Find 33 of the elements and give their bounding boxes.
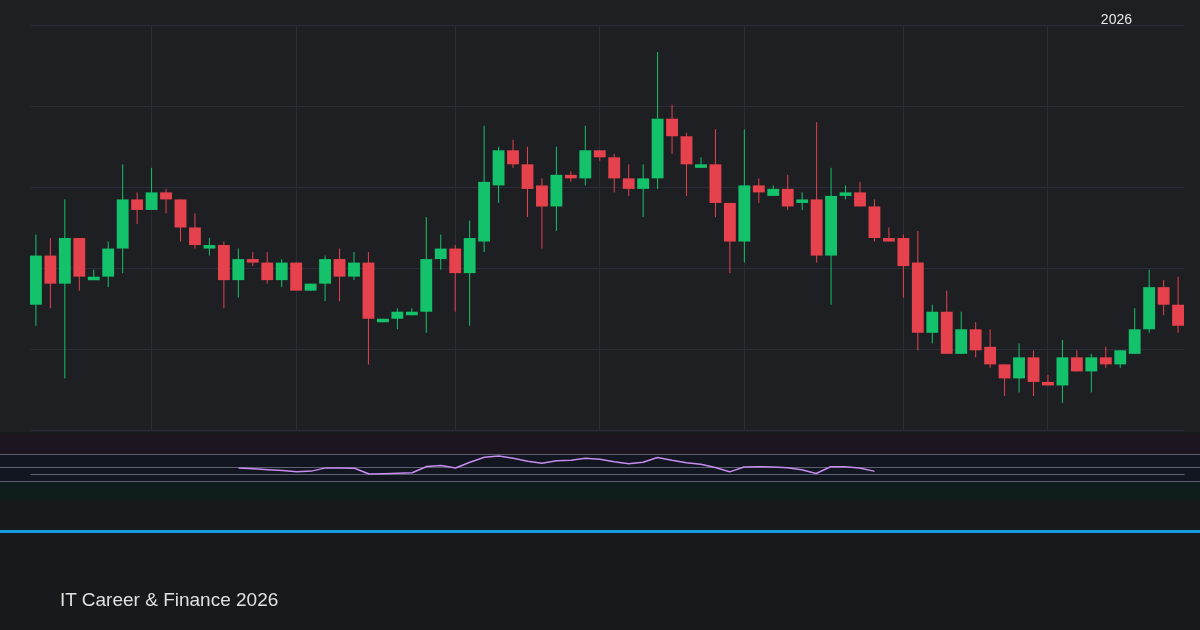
candlestick [752,177,765,204]
candlestick [666,104,678,155]
candlestick [695,156,707,169]
candlestick [1085,353,1098,393]
candlestick [232,248,245,299]
candlestick [160,188,172,214]
candlestick [984,328,997,369]
candlestick [854,181,866,207]
candlestick [1157,279,1170,316]
candlestick [637,163,650,218]
candlestick [1172,276,1184,334]
candlestick [507,139,519,169]
candlestick [608,153,621,193]
candlestick [969,321,982,358]
candlestick [882,227,895,243]
candlestick [131,191,144,225]
candlestick [1013,342,1025,393]
candlestick [926,304,939,344]
candlestick [333,248,346,302]
text: IT Career & Finance 2026 [60,589,279,611]
candlestick [348,251,360,281]
candlestick [998,363,1011,397]
candlestick [781,174,794,211]
candlestick [391,307,404,330]
candlestick [275,258,288,288]
candlestick [622,163,635,197]
candlestick [189,212,201,250]
candlestick [145,167,158,211]
text: 2026 [1100,11,1132,27]
candlestick [1099,346,1112,369]
candlestick [261,251,274,285]
candlestick [536,177,548,250]
candlestick [434,234,447,271]
